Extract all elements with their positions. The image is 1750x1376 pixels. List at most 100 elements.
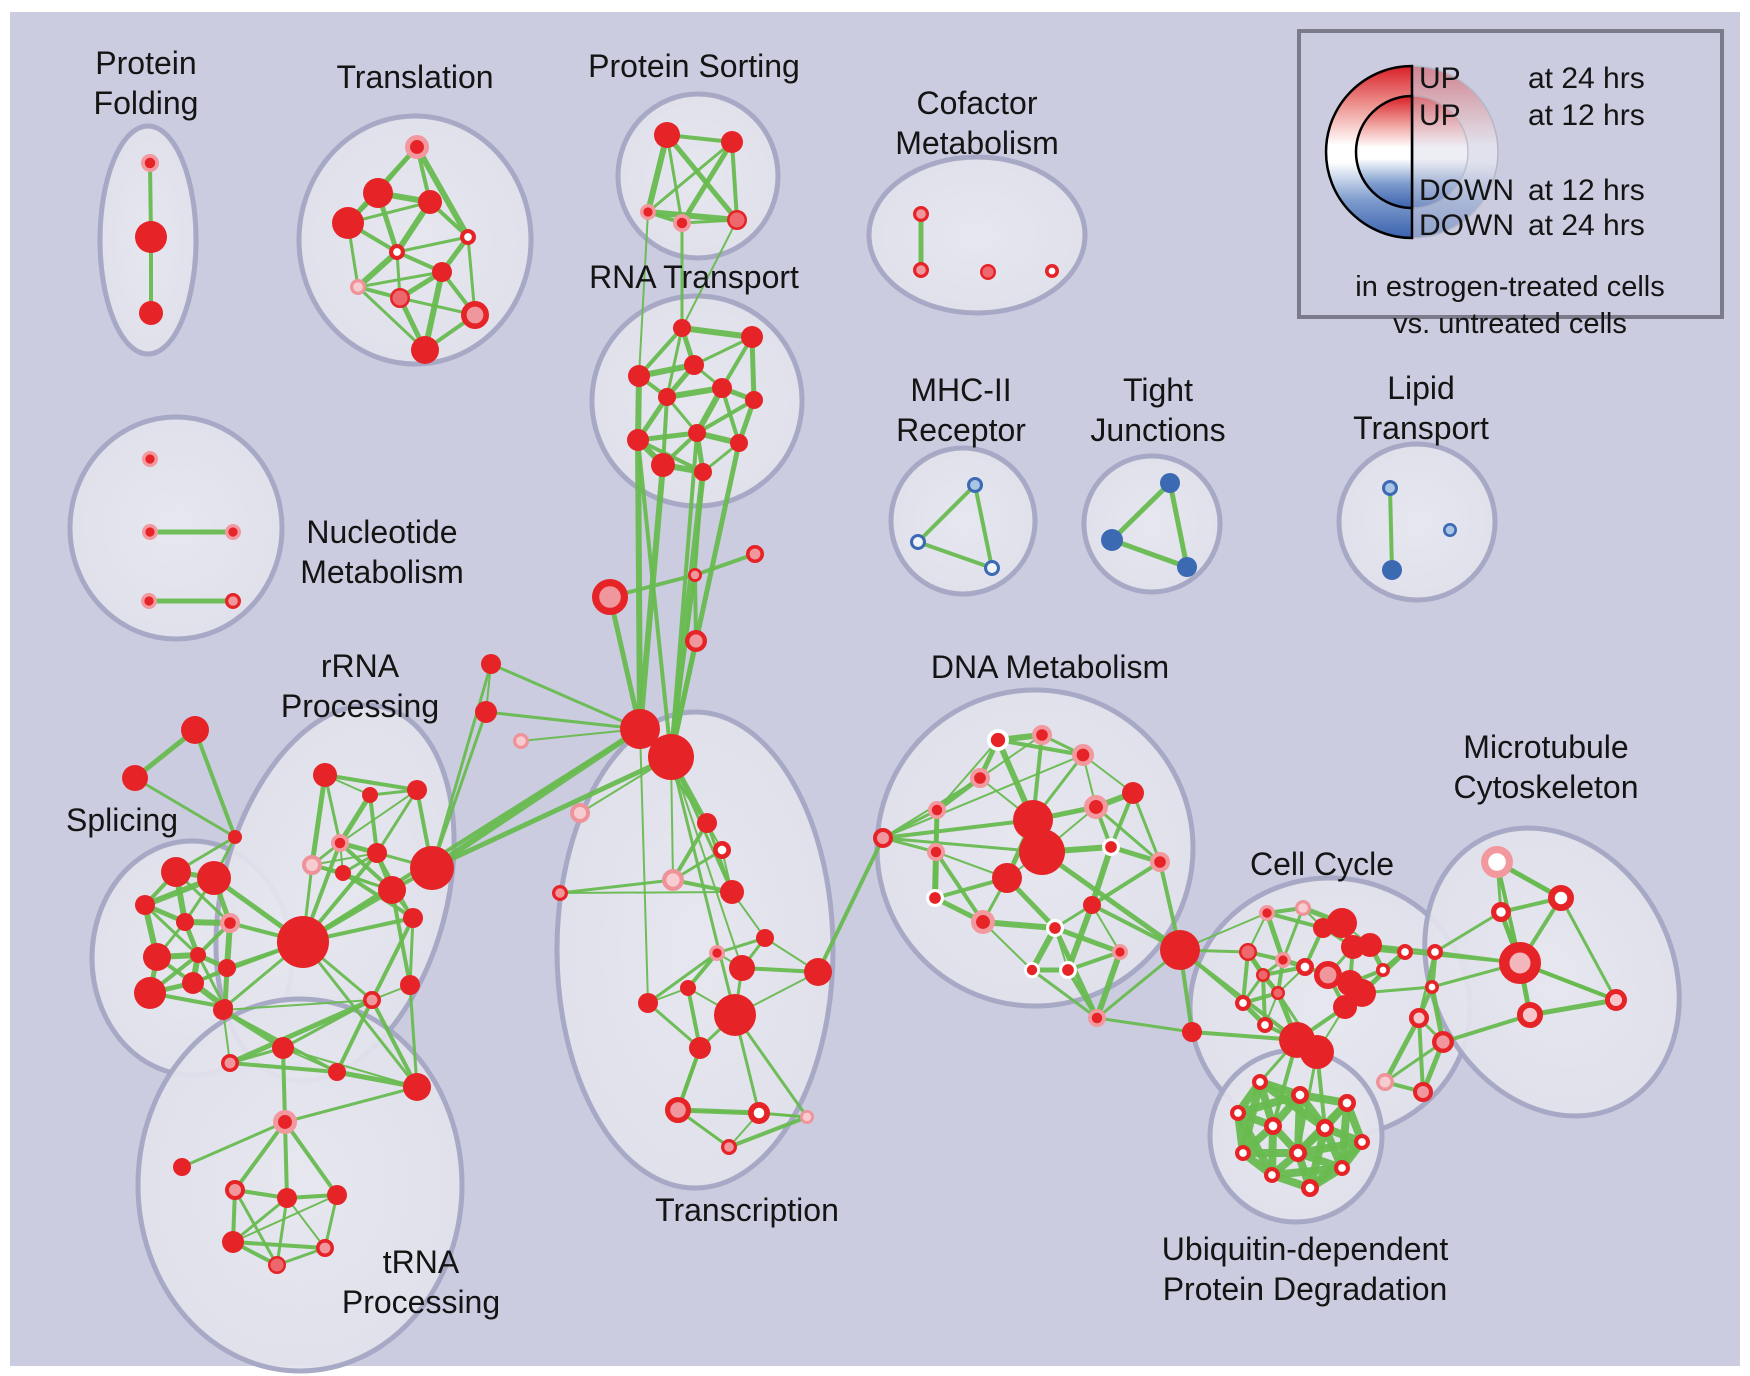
cluster-label-12: Transcription — [655, 1192, 839, 1228]
node-red-solid — [741, 326, 763, 348]
cluster-ellipse-15 — [1422, 825, 1682, 1119]
edge — [1094, 805, 1162, 864]
edge — [669, 755, 737, 1017]
edge — [281, 1046, 287, 1124]
node-red-ring-lightpink — [1499, 942, 1541, 984]
edge — [339, 789, 418, 844]
node-red-ring-pink — [1314, 960, 1343, 989]
node-blue-ring-light — [1442, 523, 1457, 538]
node-red-solid — [432, 262, 452, 282]
edge — [679, 325, 755, 340]
node-red-ring-white — [1333, 1159, 1350, 1176]
legend-inner-half-circle — [1354, 94, 1414, 210]
edge — [1382, 1015, 1422, 1085]
edge — [1109, 480, 1173, 543]
cluster-label-0: Folding — [94, 85, 199, 121]
node-pink-ring-red — [971, 910, 996, 935]
node-pink-ring-red — [927, 843, 946, 862]
edge — [283, 1085, 419, 1124]
edge — [973, 483, 994, 570]
edge — [370, 916, 415, 1002]
node-red-ring-pink — [221, 1054, 240, 1073]
node-white-ring-red — [1101, 838, 1120, 857]
edge — [231, 1196, 289, 1244]
edge — [980, 919, 1058, 931]
node-pink-ring-red — [1275, 951, 1292, 968]
edge — [639, 728, 649, 1004]
edge — [429, 726, 643, 871]
node-red-solid — [688, 424, 706, 442]
node-red-ring-white — [1251, 1073, 1268, 1090]
node-red-solid — [135, 221, 167, 253]
node-pink-ring-pale — [512, 732, 529, 749]
node-red-ring-white — [1424, 980, 1439, 995]
edge — [430, 662, 493, 870]
node-red-ring-white — [1234, 1144, 1251, 1161]
edge — [193, 728, 237, 839]
cluster-label-15: Microtubule — [1463, 729, 1628, 765]
edge — [1095, 1016, 1194, 1034]
node-red-solid — [367, 843, 387, 863]
edge — [645, 209, 740, 223]
node-red-solid — [1083, 896, 1101, 914]
node-red-ring-white — [1263, 1166, 1280, 1183]
node-pink-ring-red — [1084, 795, 1109, 820]
node-red-ring-white — [1396, 944, 1413, 961]
edge — [1268, 1164, 1346, 1179]
cluster-label-1: Translation — [336, 59, 493, 95]
edge — [675, 1107, 762, 1116]
edge — [335, 998, 374, 1074]
node-blue-ring-pale — [984, 560, 1001, 577]
edge — [669, 431, 699, 759]
node-red-solid — [135, 895, 155, 915]
node-red-solid — [139, 301, 163, 325]
edge — [665, 326, 684, 399]
node-red-ring-white — [1295, 958, 1314, 977]
edge — [638, 211, 649, 377]
node-red-ring-pink — [664, 1096, 691, 1123]
node-red-solid — [173, 1158, 191, 1176]
node-light-red — [268, 1256, 286, 1274]
node-red-ring-pink — [225, 1180, 245, 1200]
cluster-label-8: Transport — [1353, 410, 1489, 446]
edge — [395, 235, 470, 254]
edge — [222, 999, 373, 1011]
cluster-label-4: Cofactor — [917, 85, 1038, 121]
node-pink-ring-red — [220, 912, 241, 933]
edge — [311, 852, 378, 866]
node-red-ring-white — [1548, 885, 1575, 912]
node-red-ring-pink — [745, 544, 764, 563]
edge — [408, 916, 415, 987]
node-red-solid — [410, 846, 454, 890]
edge — [1306, 1124, 1329, 1192]
node-red-solid — [654, 122, 680, 148]
node-red-solid — [362, 787, 378, 803]
edge — [1294, 1138, 1366, 1157]
cluster-ellipse-12 — [554, 709, 836, 1191]
node-pink-ring-pale — [1294, 899, 1311, 916]
node-pink-ring-red — [928, 801, 947, 820]
edge — [1052, 925, 1123, 955]
edge — [693, 573, 698, 643]
legend-up24-time: at 24 hrs — [1528, 62, 1645, 95]
edge — [693, 470, 705, 577]
node-red-solid — [1333, 995, 1357, 1019]
node-red-ring-pink — [460, 300, 489, 329]
node-red-solid — [658, 388, 676, 406]
node-red-solid — [134, 977, 166, 1009]
edge — [484, 710, 642, 731]
edge — [695, 398, 756, 435]
node-red-solid — [475, 701, 497, 723]
edge — [664, 132, 740, 223]
edge — [301, 940, 419, 1089]
edge — [282, 1047, 418, 1088]
node-red-solid — [332, 207, 364, 239]
node-red-ring-pink — [1431, 1030, 1454, 1053]
node-blue-ring-light — [1382, 479, 1399, 496]
node-red-solid — [400, 975, 420, 995]
node-blue-ring-pale — [910, 534, 927, 551]
node-red-ring-palepink — [1409, 1008, 1429, 1028]
node-pink-ring-red — [1072, 743, 1095, 766]
cluster-label-3: RNA Transport — [589, 259, 799, 295]
